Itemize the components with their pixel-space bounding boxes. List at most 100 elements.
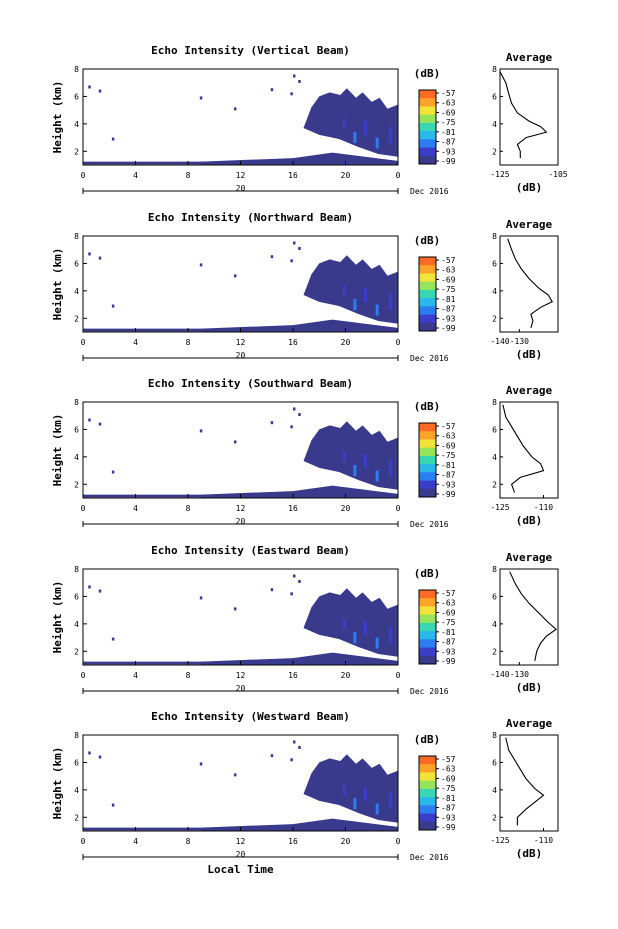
echo-cell xyxy=(88,751,91,755)
average-frame xyxy=(499,235,559,333)
average-profile-line xyxy=(499,71,548,159)
colorbar-segment xyxy=(419,114,436,124)
x-tick-label: 16 xyxy=(288,671,298,680)
colorbar-segment xyxy=(419,257,436,266)
average-profile: Average 2 4 6 8 -125 -105 (dB) xyxy=(490,51,567,194)
y-tick-label: 2 xyxy=(74,147,79,156)
x-tick-label: 4 xyxy=(133,671,138,680)
heatmap-echoes xyxy=(83,74,398,165)
colorbar-segment xyxy=(419,631,436,640)
colorbar-segment xyxy=(419,281,436,291)
echo-streak xyxy=(388,626,392,644)
echo-cell xyxy=(233,107,237,111)
average-frame xyxy=(499,568,559,666)
average-title: Average xyxy=(506,218,553,231)
panel-title: Echo Intensity (Eastward Beam) xyxy=(151,544,350,557)
echo-streak xyxy=(375,137,379,149)
echo-cell xyxy=(233,773,237,777)
y-tick-label: 4 xyxy=(74,287,79,296)
colorbar-segment xyxy=(419,780,436,790)
echo-cell xyxy=(290,92,293,96)
colorbar-segment xyxy=(419,455,436,465)
colorbar-tick-label: -87 xyxy=(441,471,456,480)
colorbar-segment xyxy=(419,139,436,148)
colorbar-segment xyxy=(419,322,436,332)
colorbar-tick-label: -57 xyxy=(441,89,456,98)
colorbar-tick-label: -93 xyxy=(441,480,456,489)
colorbar-tick-label: -99 xyxy=(441,490,456,499)
average-title: Average xyxy=(506,717,553,730)
y-tick-label: 6 xyxy=(74,259,79,268)
x-tick-label: 4 xyxy=(133,171,138,180)
y-tick-label: 6 xyxy=(74,92,79,101)
echo-streak xyxy=(353,632,357,644)
echo-cell xyxy=(293,74,296,78)
echo-streak xyxy=(375,304,379,316)
average-profile-line xyxy=(507,238,553,329)
avg-y-tick-label: 6 xyxy=(492,425,497,434)
colorbar-tick-label: -75 xyxy=(441,784,456,793)
echo-streak xyxy=(342,784,346,796)
colorbar-segment xyxy=(419,447,436,457)
echo-cell xyxy=(111,803,115,807)
heatmap-echoes xyxy=(83,241,398,332)
echo-cell xyxy=(98,755,102,759)
echo-cell xyxy=(298,246,301,250)
colorbar-segment xyxy=(419,439,436,449)
colorbar-segment xyxy=(419,480,436,490)
colorbar-segment xyxy=(419,655,436,665)
colorbar-frame xyxy=(418,755,437,831)
colorbar-unit: (dB) xyxy=(414,400,441,413)
echo-cell xyxy=(98,256,102,260)
echo-low-layer xyxy=(201,818,398,831)
x-tick-label: 12 xyxy=(236,671,246,680)
x-tick-label: 20 xyxy=(341,504,351,513)
echo-cloud-mass xyxy=(303,754,398,823)
echo-cell xyxy=(290,425,293,429)
x-tick-label: 12 xyxy=(236,504,246,513)
y-tick-label: 2 xyxy=(74,480,79,489)
x-tick-label: 0 xyxy=(396,171,401,180)
x-axis-label: Local Time xyxy=(207,863,274,876)
avg-y-tick-label: 4 xyxy=(492,620,497,629)
x-tick-label: 20 xyxy=(341,837,351,846)
x-tick-label: 12 xyxy=(236,837,246,846)
colorbar-segment xyxy=(419,472,436,481)
colorbar-segment xyxy=(419,606,436,616)
colorbar-tick-label: -69 xyxy=(441,774,456,783)
avg-x-tick-label: -130 xyxy=(510,670,529,679)
colorbar-segment xyxy=(419,298,436,307)
y-tick-label: 6 xyxy=(74,758,79,767)
echo-cell xyxy=(290,758,293,762)
x-tick-label: 16 xyxy=(288,504,298,513)
colorbar-frame xyxy=(418,89,437,165)
avg-y-tick-label: 6 xyxy=(492,259,497,268)
colorbar-segment xyxy=(419,273,436,283)
colorbar-tick-label: -81 xyxy=(441,128,456,137)
date-month-label: Dec 2016 xyxy=(410,687,449,696)
colorbar-tick-label: -69 xyxy=(441,441,456,450)
avg-x-tick-label: -110 xyxy=(534,836,553,845)
x-tick-label: 4 xyxy=(133,504,138,513)
x-tick-label: 8 xyxy=(186,171,191,180)
average-profile: Average 2 4 6 8 -125 -110 (dB) xyxy=(490,384,559,527)
x-tick-label: 12 xyxy=(236,171,246,180)
colorbar-segment xyxy=(419,788,436,798)
average-profile: Average 2 4 6 8 -140 -130 (dB) xyxy=(490,218,559,361)
colorbar-segment xyxy=(419,805,436,814)
x-tick-label: 8 xyxy=(186,504,191,513)
y-tick-label: 4 xyxy=(74,786,79,795)
colorbar-segment xyxy=(419,306,436,315)
average-frame xyxy=(499,68,559,166)
avg-x-tick-label: -125 xyxy=(490,170,509,179)
colorbar-segment xyxy=(419,98,436,107)
colorbar-frame xyxy=(418,589,437,665)
average-frame xyxy=(499,401,559,499)
colorbar-segment xyxy=(419,289,436,299)
colorbar-segment xyxy=(419,813,436,823)
colorbar-unit: (dB) xyxy=(414,67,441,80)
colorbar-tick-label: -81 xyxy=(441,794,456,803)
panel-5: Echo Intensity (Westward Beam) 2 4 6 8 Height… xyxy=(51,710,559,876)
panel-title: Echo Intensity (Northward Beam) xyxy=(148,211,353,224)
echo-streak xyxy=(353,798,357,810)
